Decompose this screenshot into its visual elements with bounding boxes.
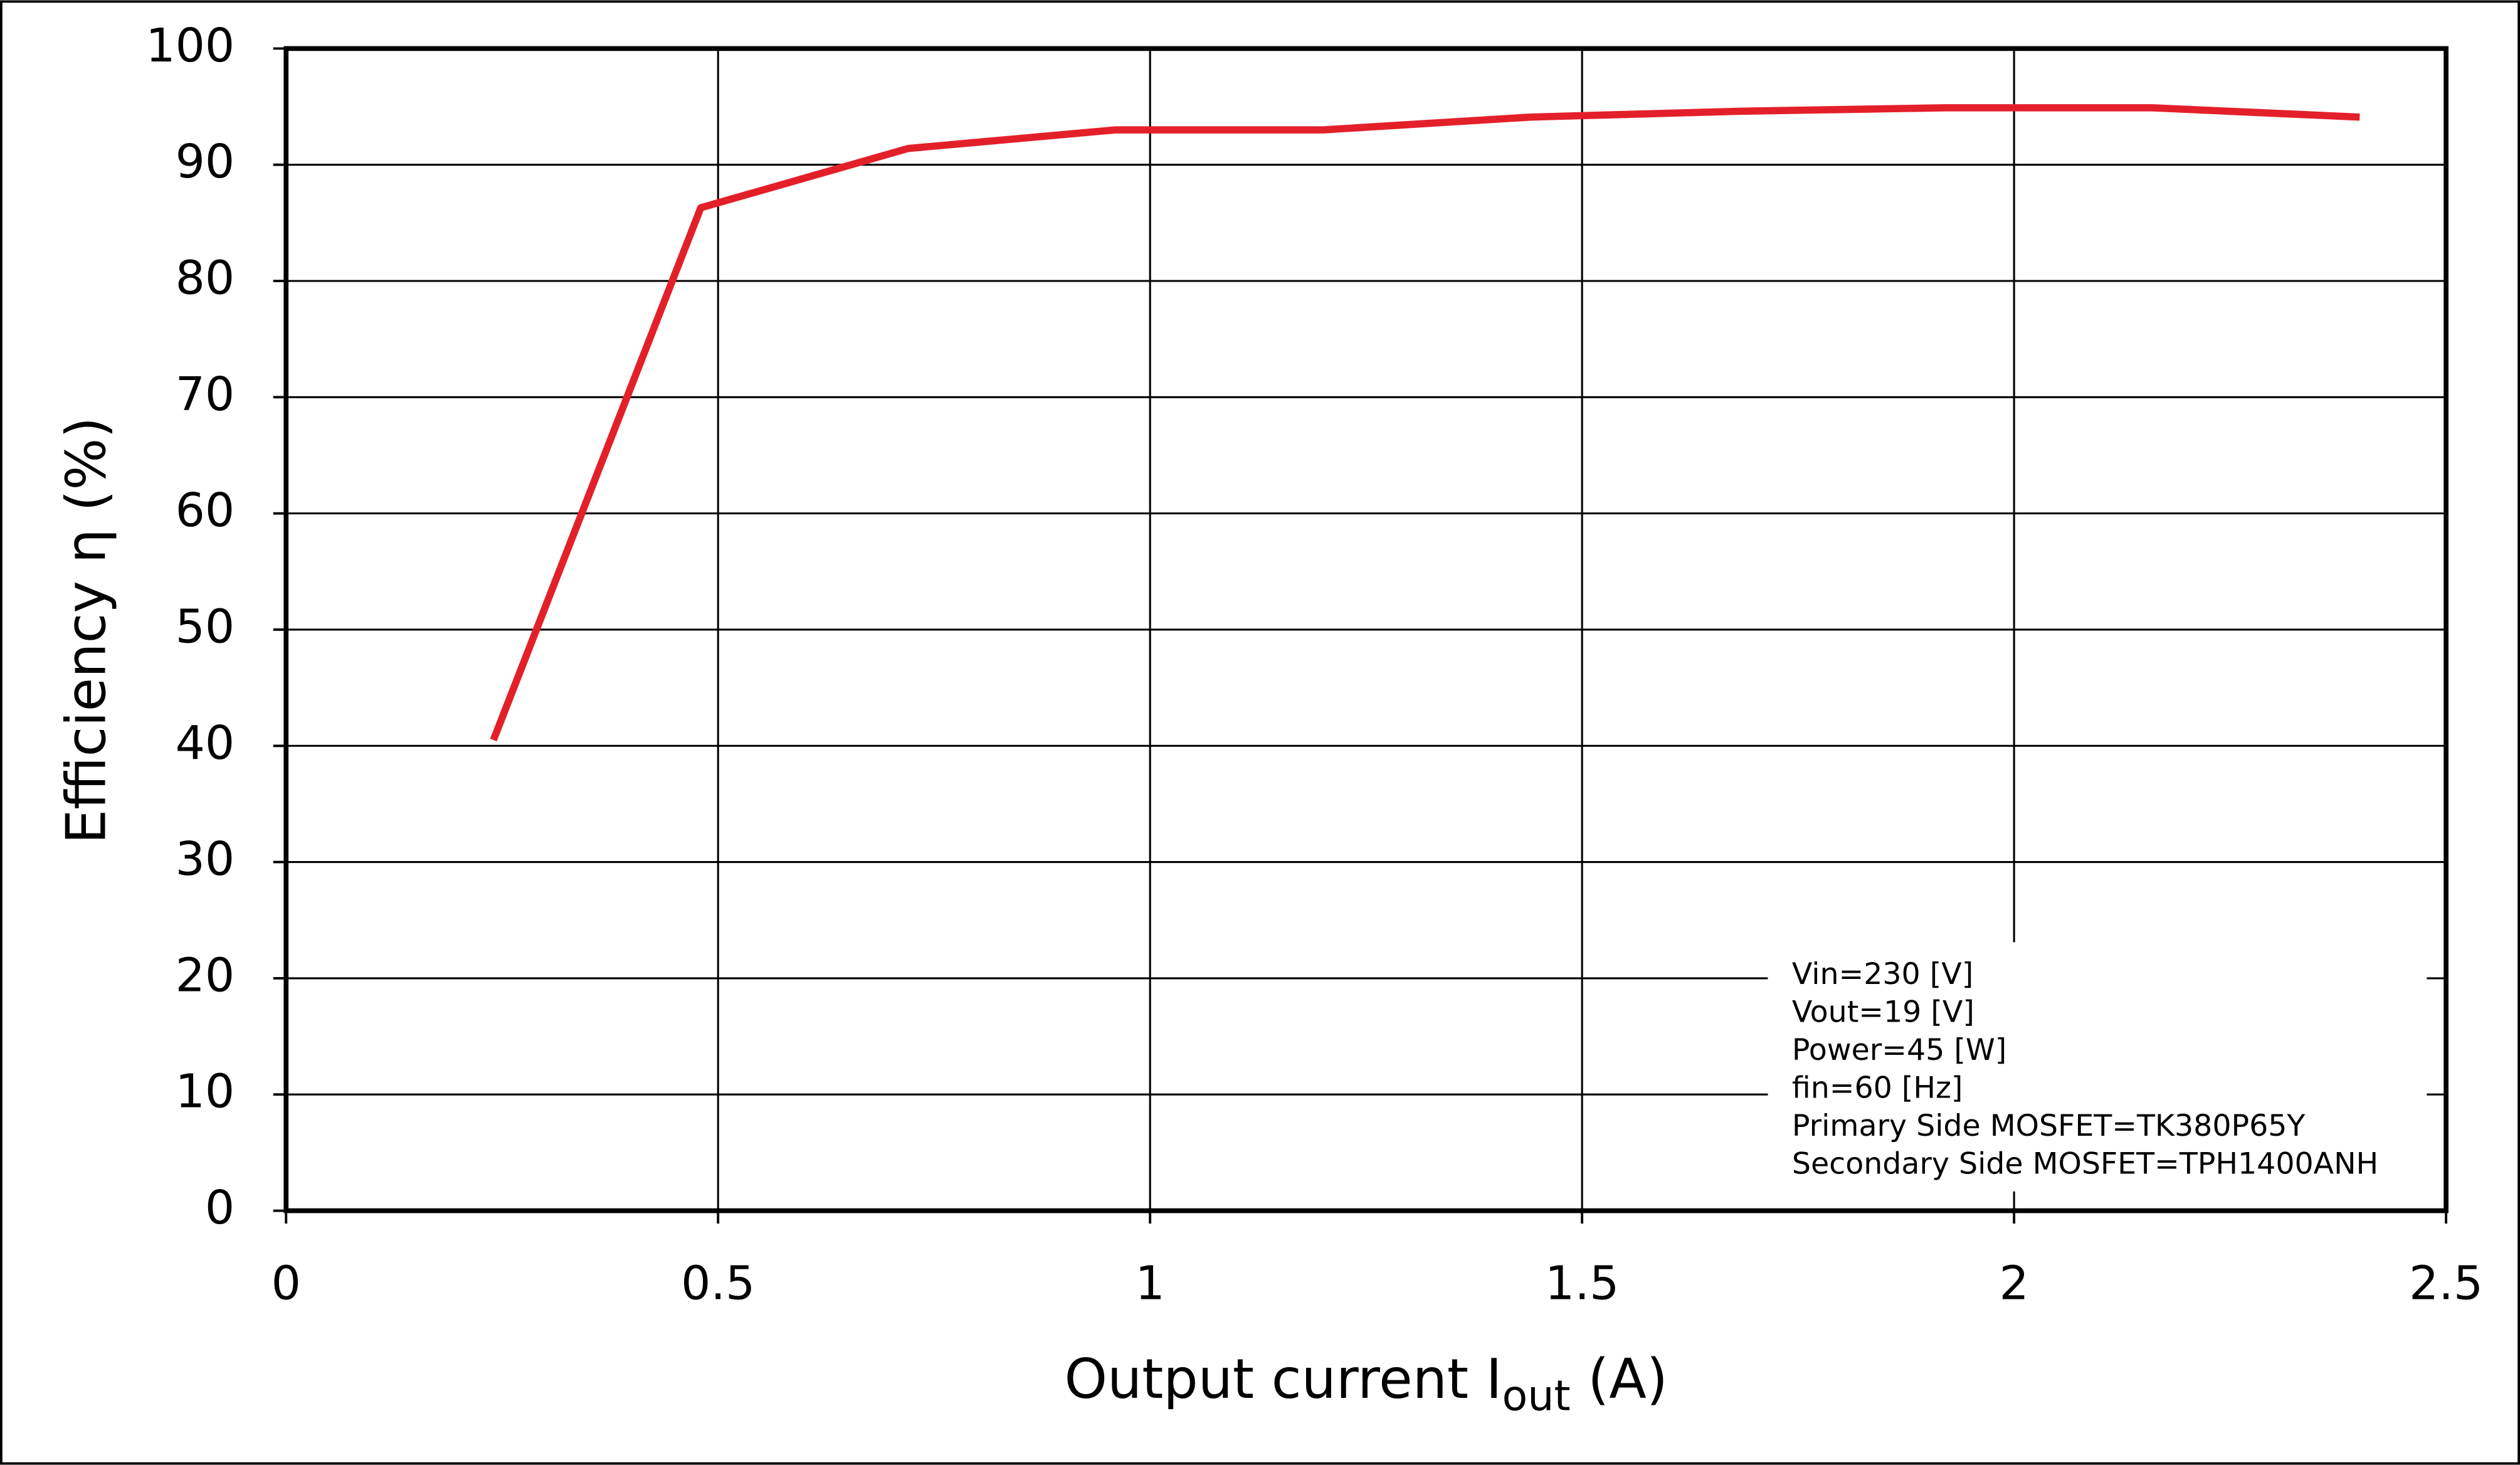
x-label-subscript: out xyxy=(1502,1371,1570,1420)
y-tick-label: 80 xyxy=(176,251,235,305)
y-tick-label: 50 xyxy=(176,599,235,653)
annotation-box xyxy=(1768,942,2427,1192)
x-axis-label: Output current Iout (A) xyxy=(1064,1347,1667,1420)
y-tick-label: 100 xyxy=(145,18,235,73)
plot xyxy=(490,104,2360,742)
y-tick-label: 60 xyxy=(176,483,235,537)
x-label-main: Output current I xyxy=(1064,1347,1502,1411)
y-tick-label: 30 xyxy=(176,832,235,886)
annotation: Vin=230 [V] xyxy=(1792,957,1973,992)
plot-border xyxy=(283,46,2449,1214)
y-tick-label: 0 xyxy=(205,1180,235,1235)
x-tick-label: 1.5 xyxy=(1545,1256,1619,1311)
annotation: Power=45 [W] xyxy=(1792,1033,2006,1067)
annotation: Primary Side MOSFET=TK380P65Y xyxy=(1792,1109,2306,1143)
annotation: Secondary Side MOSFET=TPH1400ANH xyxy=(1792,1147,2378,1182)
line xyxy=(490,104,2360,742)
y-tick-label: 20 xyxy=(176,948,235,1002)
x-tick-label: 1 xyxy=(1136,1256,1165,1311)
x-tick-label: 2.5 xyxy=(2409,1256,2483,1311)
y-tick-label: 90 xyxy=(176,134,235,189)
x-label-suffix: (A) xyxy=(1571,1347,1668,1411)
x-tick-label: 0 xyxy=(272,1256,301,1311)
x-tick-label: 2 xyxy=(1999,1256,2028,1311)
y-tick-label: 10 xyxy=(176,1064,235,1119)
annotation: fin=60 [Hz] xyxy=(1792,1071,1963,1106)
annotation: Vout=19 [V] xyxy=(1792,995,1974,1030)
y-tick-label: 70 xyxy=(176,367,235,421)
y-axis-label: Efficiency η (%) xyxy=(54,417,118,844)
x-tick-label: 0.5 xyxy=(681,1256,755,1311)
y-tick-label: 40 xyxy=(176,716,235,770)
